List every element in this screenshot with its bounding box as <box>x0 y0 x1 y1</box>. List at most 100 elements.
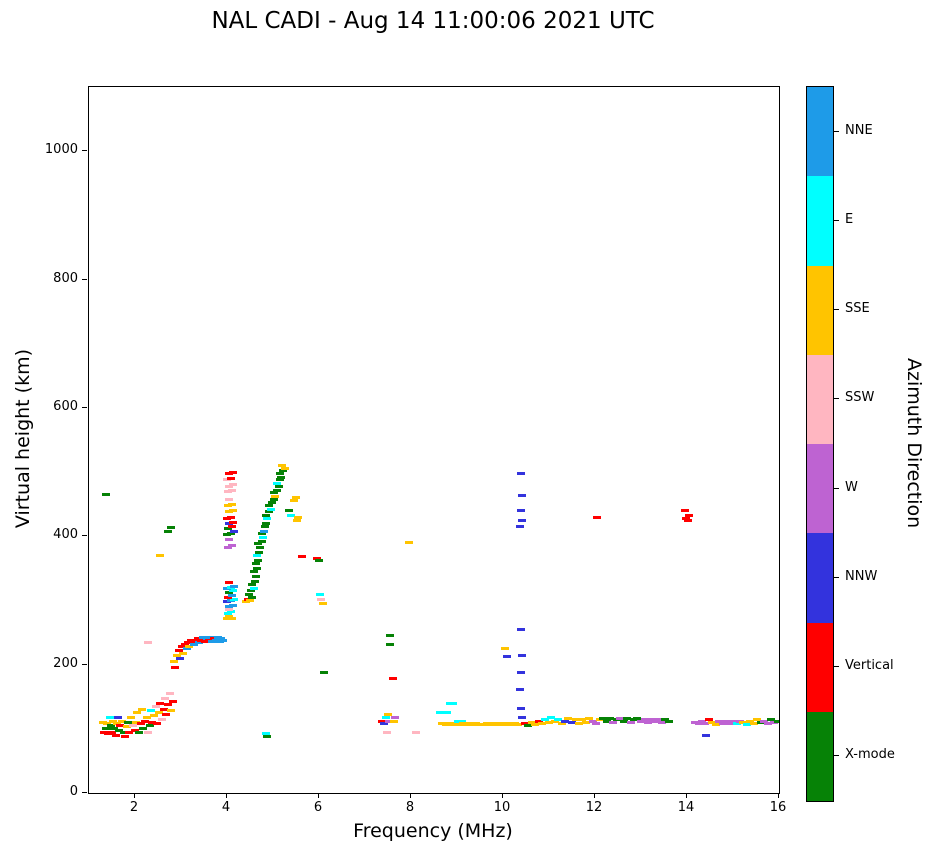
data-point <box>294 515 303 519</box>
data-point <box>746 719 755 723</box>
x-tick-label: 2 <box>129 800 139 815</box>
data-point <box>108 730 116 734</box>
data-point <box>100 730 109 734</box>
data-point <box>225 615 234 618</box>
data-point <box>260 525 269 529</box>
data-point <box>384 719 393 723</box>
data-point <box>517 471 526 475</box>
data-point <box>228 483 237 487</box>
data-point <box>265 503 274 507</box>
data-point <box>773 719 779 723</box>
data-point <box>262 514 271 518</box>
y-tick <box>82 535 87 537</box>
data-point <box>223 527 232 531</box>
colorbar-segment <box>807 444 833 534</box>
data-point <box>749 722 758 726</box>
data-point <box>729 719 737 723</box>
data-point <box>174 649 183 653</box>
x-tick <box>778 793 779 798</box>
data-point <box>162 713 171 717</box>
data-point <box>101 727 110 731</box>
data-point <box>527 720 536 724</box>
data-point <box>262 521 271 525</box>
data-point <box>739 720 748 724</box>
y-tick-label: 800 <box>53 270 78 286</box>
data-point <box>289 499 298 503</box>
data-point <box>657 720 666 724</box>
data-point <box>223 595 232 599</box>
data-point <box>103 722 112 726</box>
data-point <box>752 718 761 722</box>
x-tick <box>686 793 687 798</box>
data-point <box>166 709 175 713</box>
data-point <box>386 642 395 646</box>
data-point <box>263 516 272 520</box>
data-point <box>128 724 137 728</box>
data-point <box>226 609 235 613</box>
x-tick-label: 12 <box>585 800 603 815</box>
data-point <box>702 733 711 737</box>
data-point <box>145 724 154 728</box>
data-point <box>113 715 122 719</box>
data-point <box>127 715 136 719</box>
data-point <box>168 700 177 704</box>
data-point <box>110 727 119 731</box>
data-point <box>390 715 399 719</box>
data-point <box>312 557 321 561</box>
data-point <box>246 589 255 593</box>
data-point <box>111 733 120 737</box>
data-point <box>602 719 611 723</box>
data-point <box>513 723 522 727</box>
data-point <box>108 719 117 723</box>
data-point <box>457 719 466 723</box>
y-tick-label: 200 <box>53 655 78 671</box>
data-point <box>269 491 278 495</box>
data-point <box>640 718 649 722</box>
data-point <box>550 719 559 723</box>
data-point <box>223 611 232 615</box>
data-point <box>227 488 236 492</box>
data-point <box>176 656 185 660</box>
data-point <box>516 525 525 529</box>
data-point <box>154 711 163 715</box>
data-point <box>524 724 533 728</box>
data-point <box>564 717 573 721</box>
data-point <box>131 720 140 724</box>
y-axis-label: Virtual height (km) <box>12 349 34 529</box>
data-point <box>664 719 673 723</box>
data-point <box>227 593 236 597</box>
data-point <box>250 579 259 583</box>
data-point <box>164 529 173 533</box>
y-tick-label: 400 <box>53 527 78 543</box>
y-tick-label: 1000 <box>44 142 78 158</box>
data-point <box>285 509 294 513</box>
data-point <box>228 509 237 513</box>
data-point <box>521 722 530 726</box>
colorbar-tick <box>834 487 839 489</box>
data-point <box>195 641 204 645</box>
data-point <box>182 647 191 651</box>
data-point <box>173 653 182 657</box>
data-point <box>292 496 300 500</box>
data-point <box>722 719 731 723</box>
colorbar-segment <box>807 533 833 623</box>
data-point <box>254 542 263 546</box>
data-point <box>265 510 274 514</box>
data-point <box>225 497 234 501</box>
colorbar-entry-label: W <box>845 479 858 495</box>
data-point <box>502 655 511 659</box>
colorbar-tick <box>834 130 839 132</box>
data-point <box>223 533 231 537</box>
data-point <box>763 722 772 726</box>
data-point <box>654 718 663 722</box>
data-point <box>588 719 597 723</box>
colorbar-entry-label: E <box>845 211 854 227</box>
data-point <box>388 677 397 681</box>
data-point <box>626 720 635 724</box>
data-point <box>411 730 420 734</box>
y-tick <box>82 406 87 408</box>
y-tick <box>82 278 87 280</box>
colorbar-tick <box>834 309 839 311</box>
data-point <box>384 713 392 717</box>
